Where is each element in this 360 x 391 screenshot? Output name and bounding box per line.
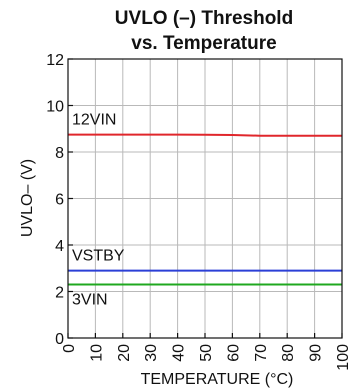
x-tick-label: 20 bbox=[116, 344, 133, 362]
y-tick-label: 6 bbox=[55, 192, 64, 209]
x-axis-label: TEMPERATURE (°C) bbox=[141, 371, 294, 388]
series-label-12vin: 12VIN bbox=[72, 112, 116, 129]
y-axis-label: UVLO– (V) bbox=[19, 159, 36, 237]
grid-lines bbox=[67, 58, 343, 339]
y-tick-label: 8 bbox=[55, 145, 64, 162]
x-tick-label: 90 bbox=[308, 344, 325, 362]
x-tick-label: 80 bbox=[280, 344, 297, 362]
x-tick-label: 70 bbox=[253, 344, 270, 362]
x-tick-label: 30 bbox=[143, 344, 160, 362]
y-tick-label: 2 bbox=[55, 285, 64, 302]
y-tick-label: 10 bbox=[46, 99, 64, 116]
x-tick-label: 10 bbox=[88, 344, 105, 362]
x-tick-labels: 0 10 20 30 40 50 60 70 80 90 100 bbox=[61, 344, 352, 371]
chart-title-line-1: UVLO (–) Threshold bbox=[115, 8, 293, 29]
series-label-3vin: 3VIN bbox=[72, 292, 108, 309]
x-tick-label: 60 bbox=[225, 344, 242, 362]
y-tick-label: 0 bbox=[55, 331, 64, 348]
x-tick-label: 50 bbox=[198, 344, 215, 362]
y-tick-labels: 0 2 4 6 8 10 12 bbox=[46, 52, 64, 348]
y-tick-label: 12 bbox=[46, 52, 64, 69]
x-tick-label: 0 bbox=[61, 344, 78, 353]
y-tick-label: 4 bbox=[55, 238, 64, 255]
chart-title-line-2: vs. Temperature bbox=[131, 33, 276, 54]
series-label-vstby: VSTBY bbox=[72, 248, 125, 265]
x-tick-label: 100 bbox=[335, 344, 352, 371]
series-labels: 12VIN VSTBY 3VIN bbox=[72, 112, 125, 309]
series-lines bbox=[68, 133, 342, 286]
axis-ticks bbox=[67, 58, 343, 339]
x-tick-label: 40 bbox=[171, 344, 188, 362]
series-line-12vin bbox=[68, 133, 342, 137]
